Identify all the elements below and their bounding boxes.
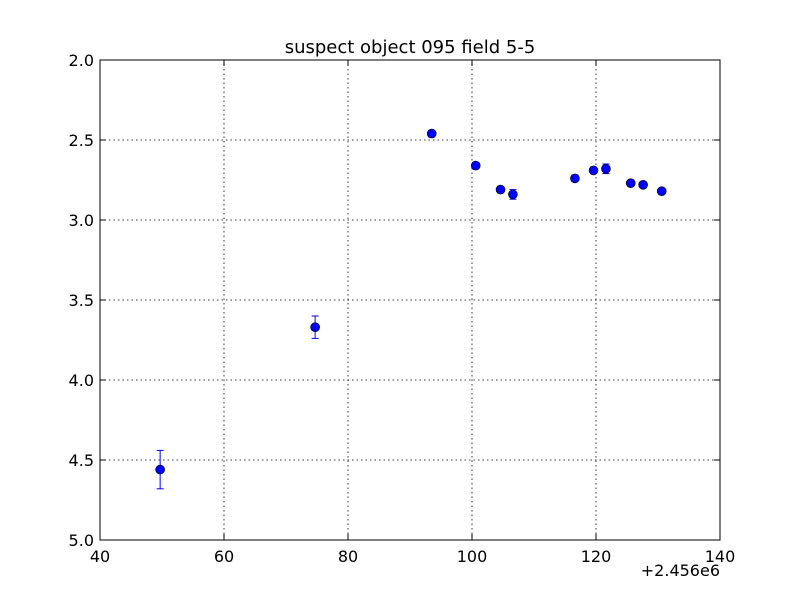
data-point — [638, 180, 648, 190]
y-tick-label: 5.0 — [69, 531, 94, 550]
data-marker — [588, 165, 599, 176]
data-point — [656, 186, 667, 196]
data-point — [310, 315, 320, 339]
grid — [100, 60, 720, 540]
y-tick-label: 3.0 — [69, 211, 94, 230]
chart-title: suspect object 095 field 5-5 — [285, 37, 536, 58]
data-point — [601, 163, 611, 175]
plot-frame — [99, 59, 721, 541]
data-layer — [155, 128, 667, 490]
y-tick-label: 2.5 — [69, 131, 94, 150]
data-point — [155, 449, 165, 490]
y-tick-label: 4.5 — [69, 451, 94, 470]
x-tick-label: 120 — [581, 547, 612, 566]
data-marker — [570, 173, 580, 184]
y-tick-label: 4.0 — [69, 371, 94, 390]
axes: 40 60 80 100 120 140 2.0 2.5 3.0 3.5 4.0 4.5 5.0 — [69, 51, 736, 566]
data-marker — [470, 160, 481, 171]
data-point — [570, 173, 580, 184]
data-marker — [310, 322, 320, 333]
data-marker — [426, 128, 437, 139]
y-tick-label: 3.5 — [69, 291, 94, 310]
data-marker — [638, 180, 648, 190]
data-marker — [495, 184, 506, 195]
data-point — [508, 189, 518, 200]
data-marker — [656, 186, 667, 196]
x-tick-label: 60 — [214, 547, 234, 566]
data-point — [470, 160, 481, 171]
data-point — [625, 178, 636, 188]
data-point — [426, 128, 437, 139]
x-tick-label: 80 — [338, 547, 358, 566]
data-point — [495, 184, 506, 195]
data-point — [588, 165, 599, 176]
y-tick-label: 2.0 — [69, 51, 94, 70]
x-tick-label: 40 — [90, 547, 110, 566]
x-tick-label: 100 — [457, 547, 488, 566]
x-axis-offset-label: +2.456e6 — [641, 561, 720, 580]
data-marker — [625, 178, 636, 188]
data-marker — [508, 189, 518, 200]
data-marker — [155, 464, 165, 475]
data-marker — [601, 164, 611, 174]
x-tick-label: 140 — [705, 547, 736, 566]
